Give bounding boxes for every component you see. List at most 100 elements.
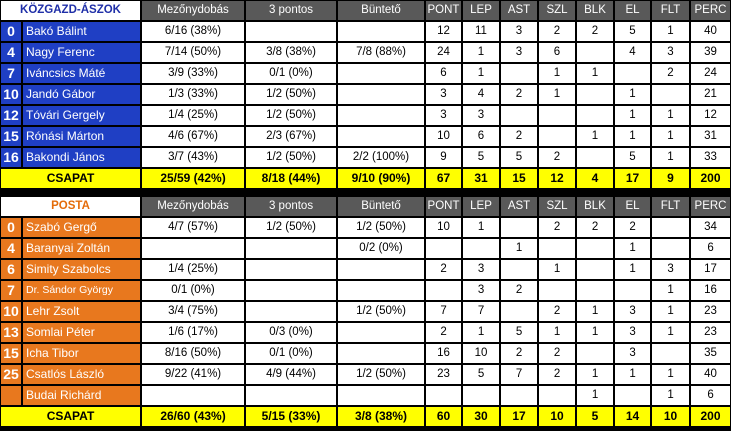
column-header: PONT (425, 0, 462, 21)
stat-el: 3 (614, 322, 652, 343)
stat-ast: 2 (500, 343, 539, 364)
total-ast: 17 (500, 406, 539, 427)
stat-pont: 2 (425, 259, 463, 280)
total-lep: 31 (462, 168, 500, 189)
stat-blk: 2 (576, 217, 615, 238)
stat-perc: 39 (690, 42, 731, 63)
stat-pont: 3 (425, 84, 462, 105)
player-row: 16 Bakondi János 3/7 (43%) 1/2 (50%) 2/2 (10… (0, 147, 731, 168)
field-goals: 1/4 (25%) (141, 105, 245, 126)
free-throws (337, 126, 425, 147)
column-header: SZL (538, 0, 576, 21)
stat-perc: 31 (690, 126, 731, 147)
field-goals: 4/6 (67%) (141, 126, 245, 147)
total-pont: 67 (425, 168, 462, 189)
player-row: 10 Jandó Gábor 1/3 (33%) 1/2 (50%) 3 4 2 1 1 21 (0, 84, 731, 105)
free-throws (337, 63, 425, 84)
column-header: SZL (538, 196, 577, 217)
player-name: Lehr Zsolt (22, 301, 142, 322)
stat-flt: 1 (651, 126, 690, 147)
stat-szl: 2 (538, 301, 577, 322)
column-header: Mezőnydobás (141, 0, 245, 21)
jersey-number: 10 (0, 301, 22, 322)
stat-perc: 24 (690, 63, 731, 84)
jersey-number: 15 (0, 126, 22, 147)
stat-szl: 1 (538, 63, 576, 84)
field-goals: 3/9 (33%) (141, 63, 245, 84)
stat-pont: 23 (425, 364, 463, 385)
total-three-pointers: 5/15 (33%) (245, 406, 338, 427)
stat-el: 3 (614, 301, 652, 322)
stat-flt: 1 (651, 385, 691, 406)
stat-lep: 11 (462, 21, 500, 42)
player-row: 12 Tóvári Gergely 1/4 (25%) 1/2 (50%) 3 3 1 1 12 (0, 105, 731, 126)
three-pointers: 1/2 (50%) (245, 84, 337, 105)
stat-el: 1 (614, 84, 651, 105)
stat-el: 3 (614, 343, 652, 364)
field-goals: 1/6 (17%) (141, 322, 246, 343)
total-lep: 30 (462, 406, 501, 427)
stat-flt: 1 (651, 322, 691, 343)
stat-ast: 2 (500, 126, 538, 147)
stat-lep: 5 (462, 147, 500, 168)
stat-ast: 3 (500, 21, 538, 42)
field-goals: 3/4 (75%) (141, 301, 246, 322)
total-flt: 10 (651, 406, 691, 427)
stat-blk: 1 (576, 63, 614, 84)
stat-flt (651, 238, 691, 259)
stat-flt: 3 (651, 42, 690, 63)
field-goals: 1/3 (33%) (141, 84, 245, 105)
player-row: 10 Lehr Zsolt 3/4 (75%) 1/2 (50%) 7 7 2 1 3 1 23 (0, 301, 731, 322)
stat-flt: 1 (651, 21, 690, 42)
player-name: Budai Richárd (22, 385, 142, 406)
stat-el: 1 (614, 126, 651, 147)
stat-szl: 6 (538, 42, 576, 63)
jersey-number: 13 (0, 322, 22, 343)
free-throws (337, 385, 426, 406)
free-throws: 2/2 (100%) (337, 147, 425, 168)
stat-flt: 3 (651, 259, 691, 280)
column-header: 3 pontos (245, 0, 337, 21)
three-pointers (245, 238, 338, 259)
player-name: Iváncsics Máté (22, 63, 141, 84)
stat-flt: 1 (651, 105, 690, 126)
team-total-row: CSAPAT 26/60 (43%) 5/15 (33%) 3/8 (38%) 60 30… (0, 406, 731, 427)
stat-ast: 2 (500, 280, 539, 301)
free-throws: 1/2 (50%) (337, 364, 426, 385)
three-pointers: 0/1 (0%) (245, 63, 337, 84)
stat-ast: 3 (500, 42, 538, 63)
player-name: Bakondi János (22, 147, 141, 168)
field-goals: 9/22 (41%) (141, 364, 246, 385)
player-row: 4 Baranyai Zoltán 0/2 (0%) 1 1 6 (0, 238, 731, 259)
free-throws: 0/2 (0%) (337, 238, 426, 259)
stat-el: 4 (614, 42, 651, 63)
total-el: 17 (614, 168, 651, 189)
stat-perc: 6 (690, 238, 731, 259)
jersey-number: 7 (0, 63, 22, 84)
jersey-number: 15 (0, 343, 22, 364)
free-throws (337, 280, 426, 301)
three-pointers (245, 385, 338, 406)
column-header: FLT (651, 0, 690, 21)
stat-el: 5 (614, 147, 651, 168)
player-name: Szabó Gergő (22, 217, 142, 238)
player-row: 7 Iváncsics Máté 3/9 (33%) 0/1 (0%) 6 1 1 1 2 24 (0, 63, 731, 84)
column-header: LEP (462, 0, 500, 21)
column-header: BLK (576, 0, 614, 21)
three-pointers: 2/3 (67%) (245, 126, 337, 147)
total-perc: 200 (690, 406, 731, 427)
header-row: POSTA Mezőnydobás 3 pontos Büntető PONT LEP AS… (0, 196, 731, 217)
total-ast: 15 (500, 168, 538, 189)
stat-szl (538, 126, 576, 147)
three-pointers: 1/2 (50%) (245, 147, 337, 168)
three-pointers (245, 21, 337, 42)
field-goals: 3/7 (43%) (141, 147, 245, 168)
jersey-number: 4 (0, 238, 22, 259)
stat-el: 1 (614, 105, 651, 126)
total-field-goals: 26/60 (43%) (141, 406, 246, 427)
player-name: Baranyai Zoltán (22, 238, 142, 259)
stat-szl (538, 385, 577, 406)
column-header: PONT (425, 196, 463, 217)
stat-szl: 2 (538, 217, 577, 238)
stat-pont: 9 (425, 147, 462, 168)
